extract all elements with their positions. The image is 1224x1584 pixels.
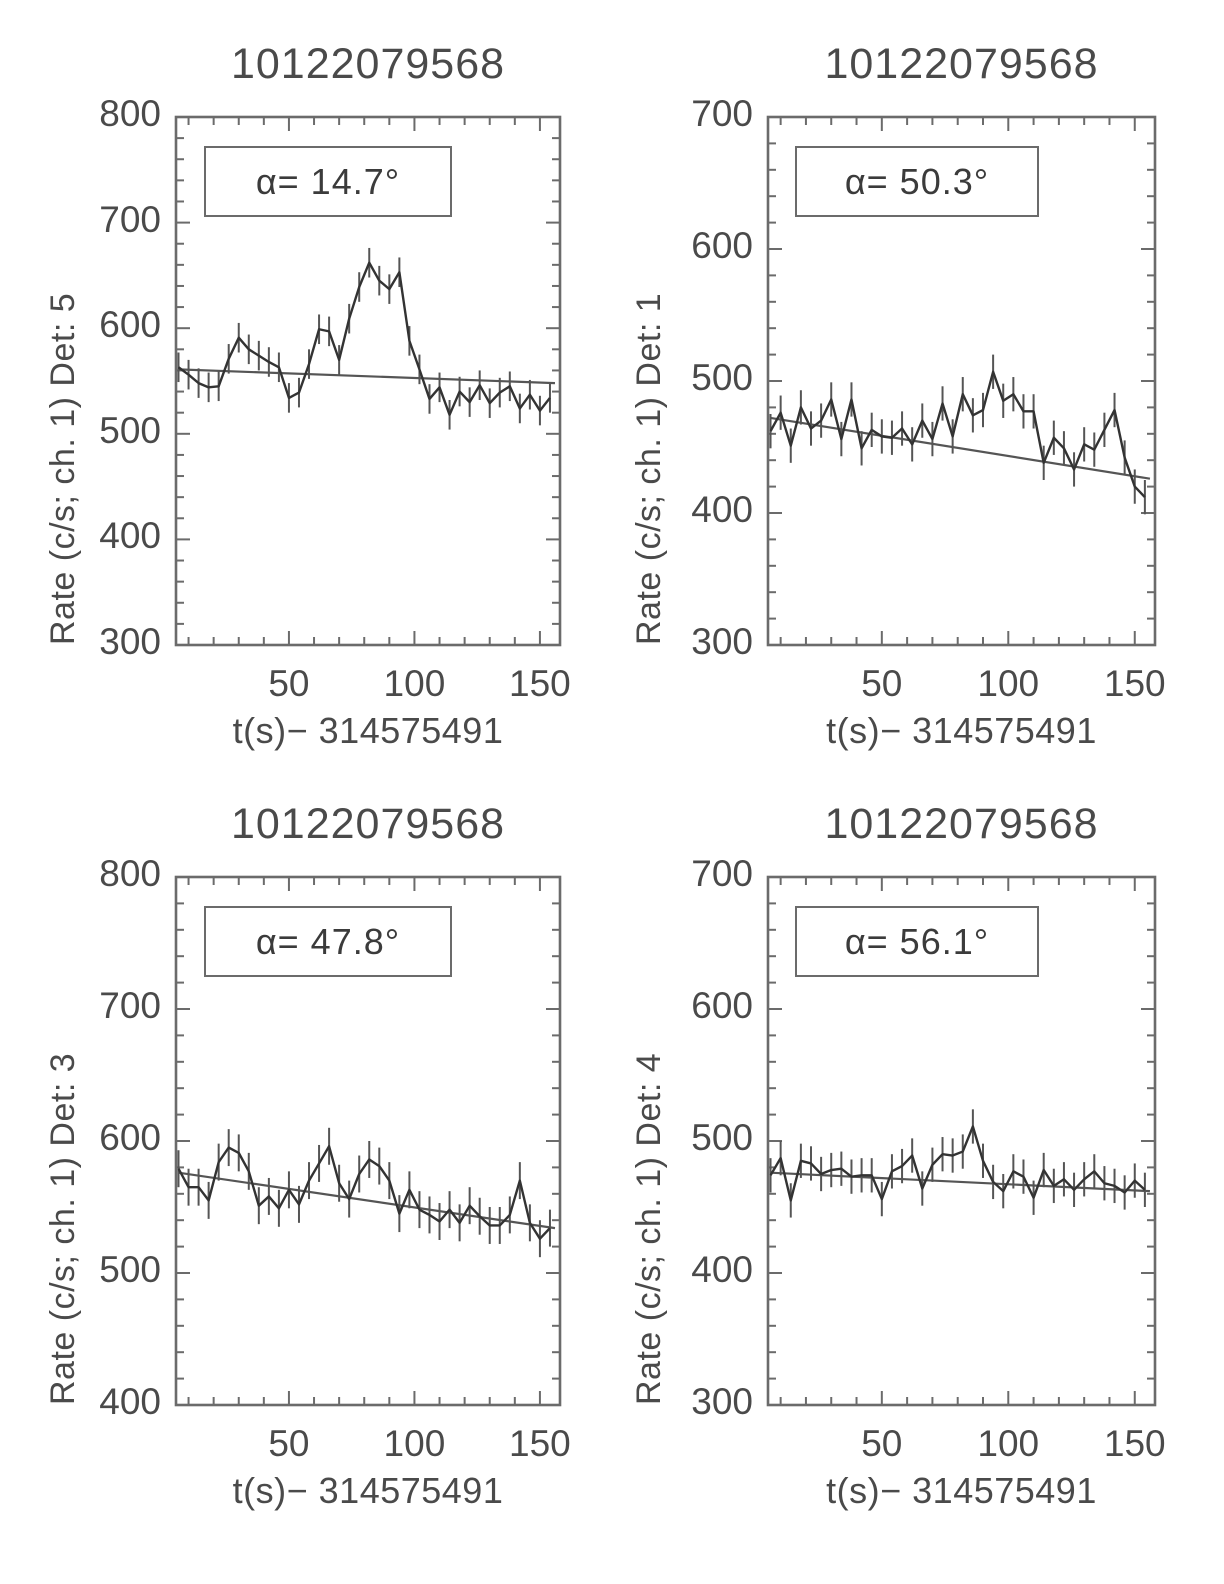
y-tick-label: 600 bbox=[99, 304, 161, 346]
x-tick-label: 50 bbox=[861, 663, 903, 704]
y-axis-label: Rate (c/s; ch. 1) Det: 3 bbox=[44, 1052, 82, 1405]
error-bars bbox=[769, 354, 1146, 515]
plot-area bbox=[752, 861, 1171, 1421]
x-tick-label: 100 bbox=[977, 1423, 1040, 1464]
y-tick-label: 800 bbox=[99, 853, 161, 894]
y-tick-label: 300 bbox=[691, 621, 753, 662]
x-axis-label: t(s)− 314575491 bbox=[826, 710, 1097, 751]
error-bars bbox=[177, 1127, 551, 1258]
y-tick-label: 700 bbox=[99, 198, 161, 240]
x-tick-label: 100 bbox=[383, 663, 446, 704]
alpha-annotation-text: α= 47.8° bbox=[255, 920, 401, 962]
background-fit-line bbox=[178, 368, 556, 385]
panel-title: 10122079568 bbox=[824, 40, 1099, 88]
y-tick-label: 400 bbox=[691, 489, 753, 530]
y-tick-label: 400 bbox=[99, 515, 161, 557]
y-axis-label: Rate (c/s; ch. 1) Det: 4 bbox=[630, 1052, 668, 1405]
light-curve bbox=[769, 1125, 1146, 1202]
x-axis-label: t(s)− 314575491 bbox=[232, 1470, 504, 1511]
y-tick-label: 600 bbox=[691, 985, 753, 1026]
y-axis-label: Rate (c/s; ch. 1) Det: 1 bbox=[630, 292, 668, 645]
y-tick-label: 500 bbox=[691, 1117, 753, 1158]
y-tick-label: 500 bbox=[99, 1249, 161, 1290]
x-tick-label: 50 bbox=[861, 1423, 903, 1464]
light-curve bbox=[177, 261, 551, 416]
alpha-annotation-box: α= 47.8° bbox=[204, 906, 452, 977]
x-axis-label: t(s)− 314575491 bbox=[826, 1470, 1097, 1511]
y-tick-label: 500 bbox=[691, 357, 753, 398]
panel-title: 10122079568 bbox=[230, 40, 506, 88]
x-tick-label: 150 bbox=[509, 1423, 571, 1464]
y-tick-label: 600 bbox=[99, 1117, 161, 1158]
y-tick-label: 500 bbox=[99, 409, 161, 451]
light-curve bbox=[177, 1145, 551, 1240]
alpha-annotation-text: α= 50.3° bbox=[844, 160, 990, 202]
x-tick-label: 100 bbox=[383, 1423, 446, 1464]
panel-title: 10122079568 bbox=[824, 800, 1099, 848]
x-tick-label: 50 bbox=[268, 663, 310, 704]
y-tick-label: 700 bbox=[99, 985, 161, 1026]
y-tick-label: 300 bbox=[99, 621, 161, 662]
alpha-annotation-box: α= 56.1° bbox=[795, 906, 1039, 977]
x-tick-label: 150 bbox=[1103, 1423, 1166, 1464]
plot-area bbox=[160, 101, 576, 661]
y-tick-label: 400 bbox=[691, 1249, 753, 1290]
y-tick-label: 400 bbox=[99, 1381, 161, 1422]
light-curve bbox=[769, 370, 1146, 498]
x-tick-label: 100 bbox=[977, 663, 1040, 704]
background-fit-line bbox=[178, 1171, 556, 1230]
y-tick-label: 800 bbox=[99, 93, 161, 134]
error-bars bbox=[769, 1109, 1146, 1218]
alpha-annotation-box: α= 14.7° bbox=[204, 146, 452, 217]
panel-title: 10122079568 bbox=[230, 800, 506, 848]
alpha-annotation-box: α= 50.3° bbox=[795, 146, 1039, 217]
background-fit-line bbox=[770, 1171, 1150, 1193]
plot-area bbox=[160, 861, 576, 1421]
alpha-annotation-text: α= 56.1° bbox=[844, 920, 990, 962]
y-tick-label: 700 bbox=[691, 853, 753, 894]
plot-area bbox=[752, 101, 1171, 661]
x-axis-label: t(s)− 314575491 bbox=[232, 710, 504, 751]
x-tick-label: 150 bbox=[1103, 663, 1166, 704]
y-tick-label: 300 bbox=[691, 1381, 753, 1422]
x-tick-label: 50 bbox=[268, 1423, 310, 1464]
alpha-annotation-text: α= 14.7° bbox=[255, 160, 401, 202]
background-fit-line bbox=[770, 416, 1151, 480]
x-tick-label: 150 bbox=[509, 663, 571, 704]
y-tick-label: 700 bbox=[691, 93, 753, 134]
y-tick-label: 600 bbox=[691, 225, 753, 266]
